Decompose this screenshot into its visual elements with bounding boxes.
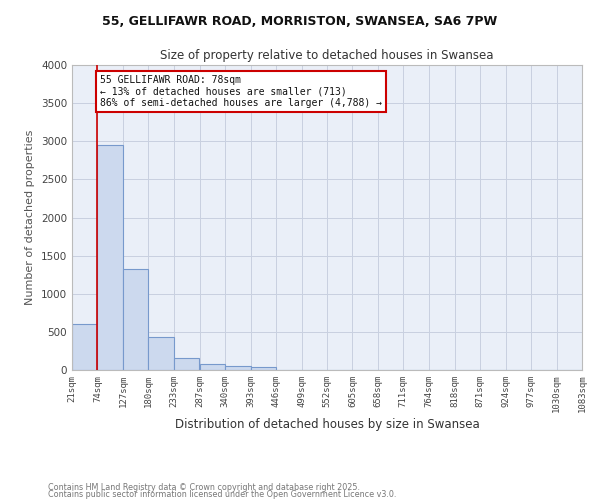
Text: 55 GELLIFAWR ROAD: 78sqm
← 13% of detached houses are smaller (713)
86% of semi-: 55 GELLIFAWR ROAD: 78sqm ← 13% of detach…: [100, 75, 382, 108]
Text: 55, GELLIFAWR ROAD, MORRISTON, SWANSEA, SA6 7PW: 55, GELLIFAWR ROAD, MORRISTON, SWANSEA, …: [103, 15, 497, 28]
Bar: [148, 337, 174, 370]
Bar: [251, 367, 276, 370]
Bar: [225, 366, 251, 370]
Title: Size of property relative to detached houses in Swansea: Size of property relative to detached ho…: [160, 50, 494, 62]
Bar: [200, 364, 225, 370]
Bar: [72, 324, 97, 370]
Text: Contains public sector information licensed under the Open Government Licence v3: Contains public sector information licen…: [48, 490, 397, 499]
Text: Contains HM Land Registry data © Crown copyright and database right 2025.: Contains HM Land Registry data © Crown c…: [48, 484, 360, 492]
Y-axis label: Number of detached properties: Number of detached properties: [25, 130, 35, 305]
Bar: [123, 268, 148, 370]
X-axis label: Distribution of detached houses by size in Swansea: Distribution of detached houses by size …: [175, 418, 479, 431]
Bar: [97, 145, 123, 370]
Bar: [174, 358, 199, 370]
